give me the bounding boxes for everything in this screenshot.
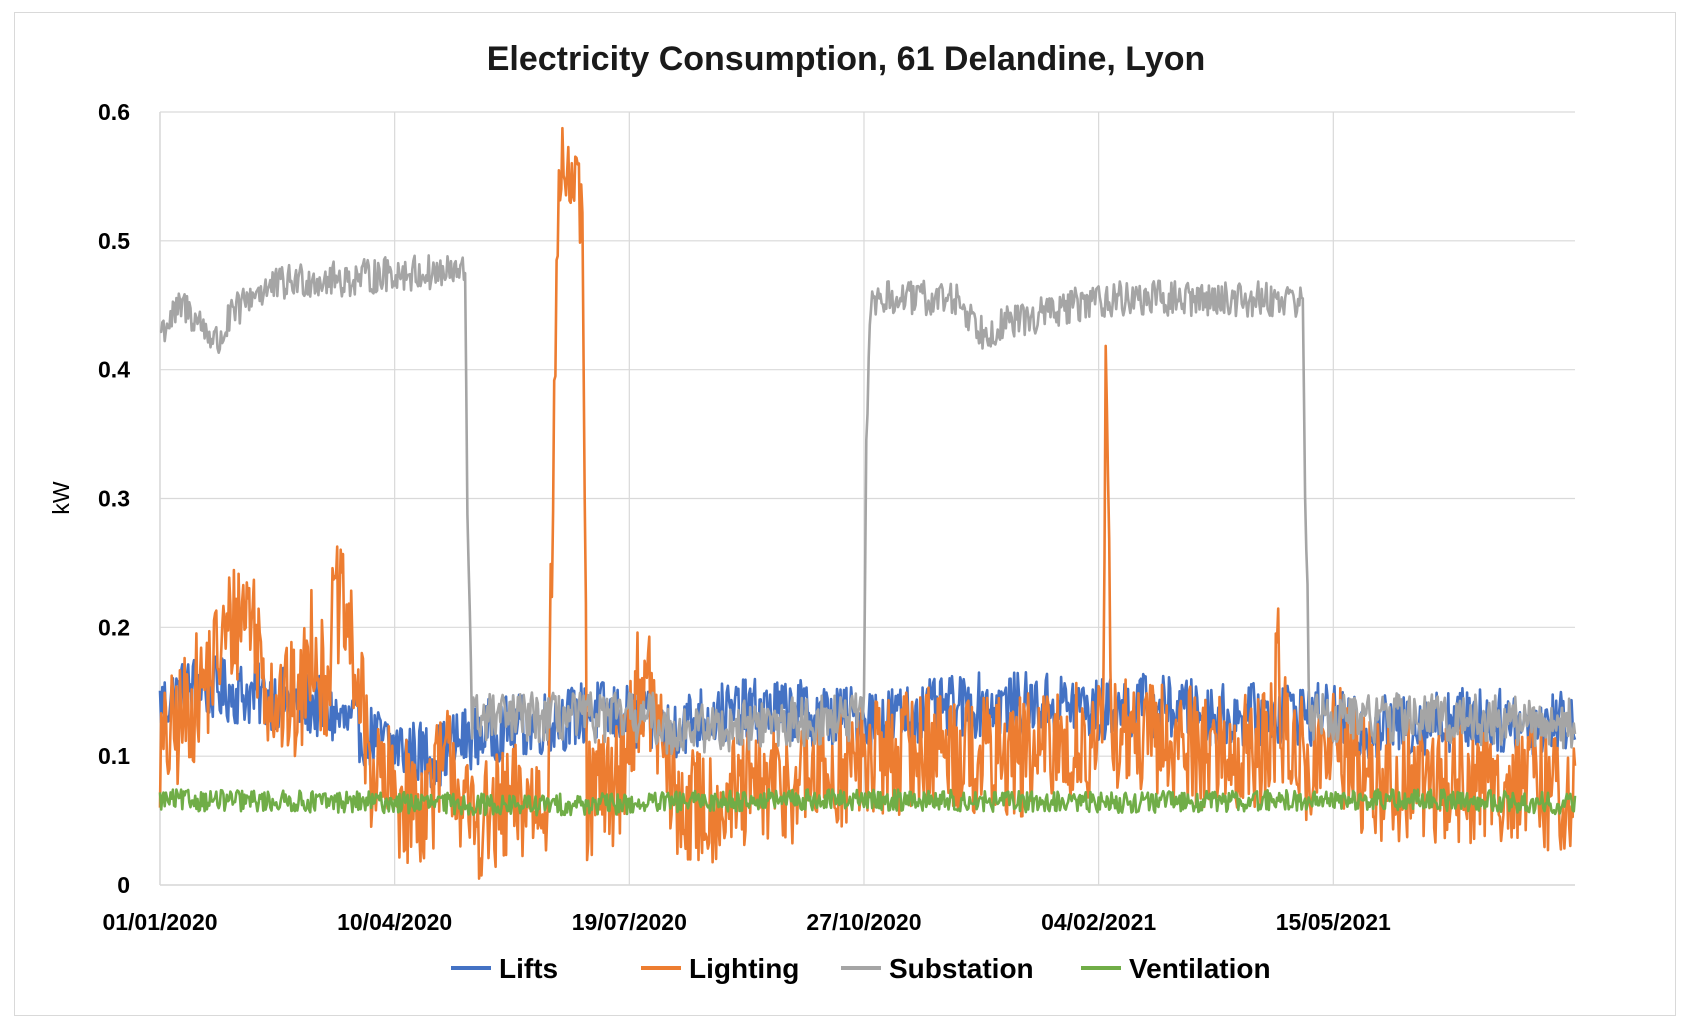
y-tick-label: 0.6	[98, 99, 130, 125]
chart-frame	[14, 12, 1676, 1016]
y-tick-label: 0.2	[98, 614, 130, 640]
legend: Lifts Lighting Substation Ventilation	[451, 953, 1271, 984]
y-axis-label: kW	[48, 481, 74, 515]
y-tick-label: 0.5	[98, 228, 130, 254]
legend-item-ventilation: Ventilation	[1081, 953, 1271, 984]
legend-item-lighting: Lighting	[641, 953, 799, 984]
legend-label: Lifts	[499, 953, 558, 984]
x-tick-label: 19/07/2020	[572, 909, 687, 935]
y-tick-label: 0.3	[98, 486, 130, 512]
legend-label: Ventilation	[1129, 953, 1271, 984]
x-tick-label: 10/04/2020	[337, 909, 452, 935]
y-tick-label: 0.4	[98, 357, 130, 383]
x-tick-label: 27/10/2020	[806, 909, 921, 935]
series-lines	[158, 126, 1577, 880]
series-line-ventilation	[158, 788, 1577, 817]
x-tick-label: 04/02/2021	[1041, 909, 1156, 935]
legend-item-lifts: Lifts	[451, 953, 558, 984]
x-tick-label: 01/01/2020	[102, 909, 217, 935]
legend-label: Lighting	[689, 953, 799, 984]
x-tick-labels: 01/01/2020 10/04/2020 19/07/2020 27/10/2020…	[102, 909, 1391, 935]
series-line-substation	[159, 254, 1577, 756]
chart-title: Electricity Consumption, 61 Delandine, L…	[487, 40, 1206, 78]
y-tick-label: 0	[117, 872, 130, 898]
y-tick-label: 0.1	[98, 743, 130, 769]
series-line-lighting	[158, 126, 1577, 880]
y-tick-labels: 0 0.1 0.2 0.3 0.4 0.5 0.6	[98, 99, 130, 898]
legend-label: Substation	[889, 953, 1034, 984]
x-tick-label: 15/05/2021	[1276, 909, 1391, 935]
legend-item-substation: Substation	[841, 953, 1034, 984]
